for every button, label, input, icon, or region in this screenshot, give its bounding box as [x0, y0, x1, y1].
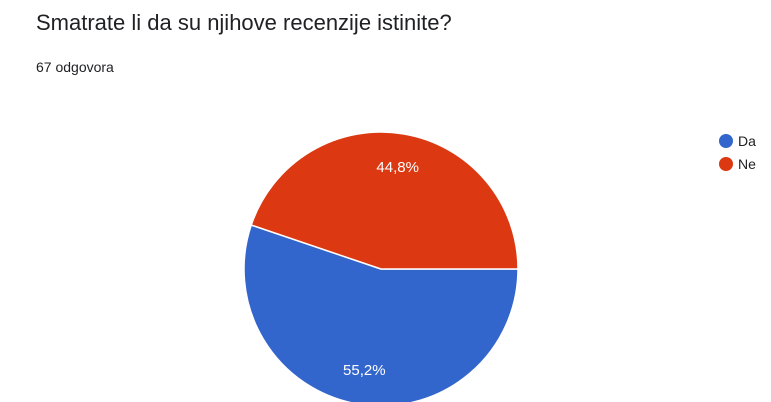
pie-slices [243, 131, 519, 402]
slice-label-ne: 44,8% [376, 159, 419, 176]
slice-label-da: 55,2% [343, 362, 386, 379]
legend-label-da: Da [738, 132, 756, 149]
legend-swatch-ne [719, 156, 733, 171]
legend-label-ne: Ne [738, 155, 756, 172]
legend-swatch-da [719, 133, 733, 148]
chart-legend: Da Ne [719, 129, 756, 175]
response-count: 67 odgovora [36, 59, 114, 75]
legend-item-da[interactable]: Da [719, 129, 756, 152]
question-title: Smatrate li da su njihove recenzije isti… [36, 10, 452, 35]
pie-labels: 55,2% 44,8% [343, 159, 419, 379]
pie-slice-ne[interactable] [250, 131, 519, 270]
legend-item-ne[interactable]: Ne [719, 152, 756, 175]
